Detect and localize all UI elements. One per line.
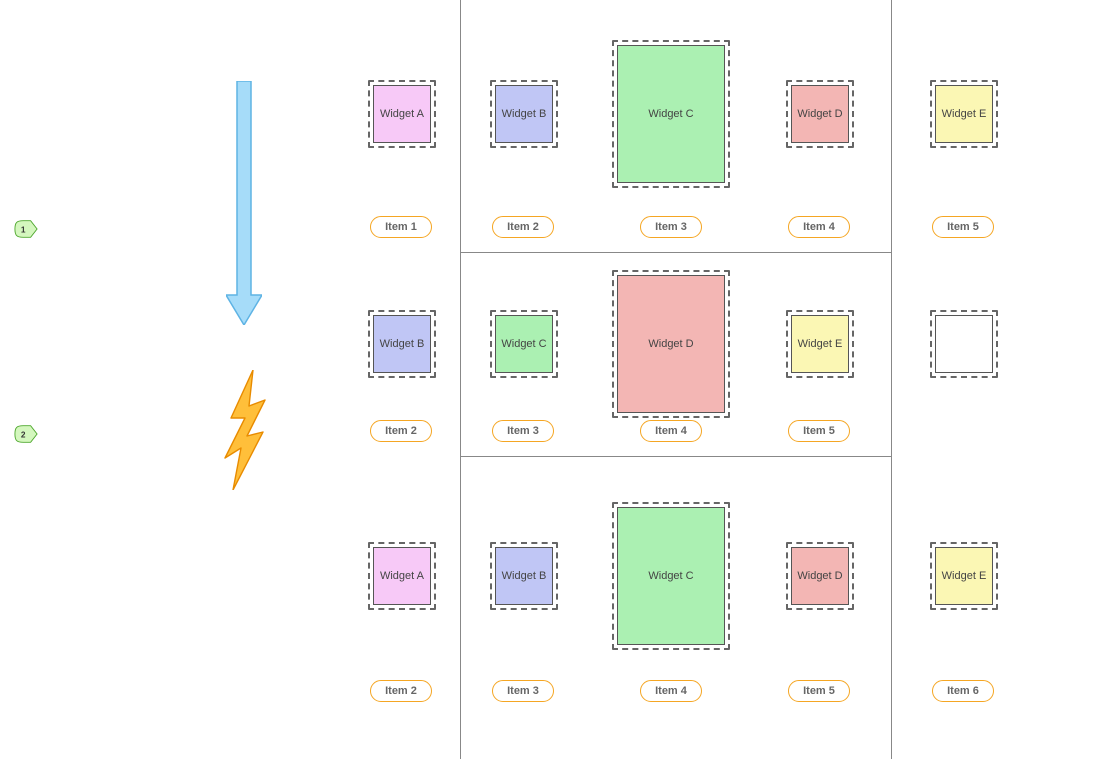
svg-text:2: 2 [21,430,26,440]
widget-widget-c: Widget C [617,507,725,645]
widget-widget-e: Widget E [935,85,993,143]
widget-widget-d: Widget D [791,547,849,605]
widget-widget-a: Widget A [373,85,431,143]
widget-widget-d: Widget D [791,85,849,143]
widget-widget-b: Widget B [495,547,553,605]
widget-slot-row2-4: Widget E [786,310,854,378]
widget-slot-row3-3: Widget C [612,502,730,650]
widget-empty [935,315,993,373]
widget-slot-row2-1: Widget B [368,310,436,378]
item-pill-row2-2: Item 3 [492,420,554,442]
item-pill-row2-1: Item 2 [370,420,432,442]
item-pill-row1-3: Item 3 [640,216,702,238]
widget-widget-c: Widget C [617,45,725,183]
widget-widget-c: Widget C [495,315,553,373]
widget-slot-row1-5: Widget E [930,80,998,148]
item-pill-row1-2: Item 2 [492,216,554,238]
item-pill-row3-2: Item 3 [492,680,554,702]
widget-slot-row1-2: Widget B [490,80,558,148]
step-badge-2: 2 [14,425,38,443]
widget-slot-row3-1: Widget A [368,542,436,610]
item-pill-row1-4: Item 4 [788,216,850,238]
widget-slot-row1-4: Widget D [786,80,854,148]
widget-slot-row2-2: Widget C [490,310,558,378]
item-pill-row1-5: Item 5 [932,216,994,238]
widget-widget-e: Widget E [935,547,993,605]
svg-text:1: 1 [21,225,26,235]
widget-widget-b: Widget B [373,315,431,373]
widget-widget-e: Widget E [791,315,849,373]
item-pill-row3-5: Item 6 [932,680,994,702]
item-pill-row2-4: Item 5 [788,420,850,442]
item-pill-row1-1: Item 1 [370,216,432,238]
widget-slot-row3-5: Widget E [930,542,998,610]
widget-widget-a: Widget A [373,547,431,605]
widget-slot-row2-5 [930,310,998,378]
lightning-icon [219,370,269,490]
widget-slot-row2-3: Widget D [612,270,730,418]
item-pill-row3-3: Item 4 [640,680,702,702]
widget-widget-b: Widget B [495,85,553,143]
item-pill-row2-3: Item 4 [640,420,702,442]
item-pill-row3-1: Item 2 [370,680,432,702]
diagram-stage: Widget A Widget B Widget C Widget D Widget E… [0,0,1111,758]
widget-slot-row1-3: Widget C [612,40,730,188]
widget-slot-row3-4: Widget D [786,542,854,610]
down-arrow-icon [226,81,262,325]
step-badge-1: 1 [14,220,38,238]
item-pill-row3-4: Item 5 [788,680,850,702]
widget-slot-row3-2: Widget B [490,542,558,610]
widget-slot-row1-1: Widget A [368,80,436,148]
widget-widget-d: Widget D [617,275,725,413]
